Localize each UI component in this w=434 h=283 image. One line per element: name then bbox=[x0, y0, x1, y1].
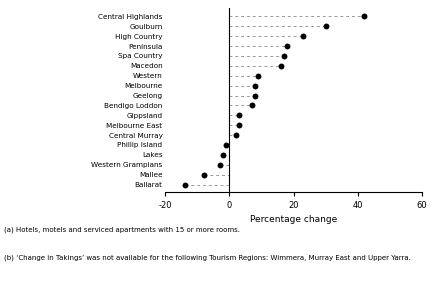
Point bbox=[254, 74, 261, 78]
Point bbox=[181, 182, 187, 187]
Point bbox=[235, 113, 242, 117]
Point bbox=[280, 54, 287, 58]
Point bbox=[219, 153, 226, 157]
X-axis label: Percentage change: Percentage change bbox=[250, 215, 336, 224]
Point bbox=[200, 172, 207, 177]
Point bbox=[360, 14, 367, 19]
Point bbox=[251, 83, 258, 88]
Point bbox=[322, 24, 329, 29]
Point bbox=[251, 93, 258, 98]
Point bbox=[232, 133, 239, 137]
Text: (b) ‘Change in Takings’ was not available for the following Tourism Regions: Wim: (b) ‘Change in Takings’ was not availabl… bbox=[4, 255, 410, 261]
Point bbox=[277, 64, 284, 68]
Point bbox=[235, 123, 242, 127]
Point bbox=[248, 103, 255, 108]
Point bbox=[222, 143, 229, 147]
Point bbox=[216, 162, 223, 167]
Point bbox=[299, 34, 306, 38]
Text: (a) Hotels, motels and serviced apartments with 15 or more rooms.: (a) Hotels, motels and serviced apartmen… bbox=[4, 226, 240, 233]
Point bbox=[283, 44, 290, 48]
